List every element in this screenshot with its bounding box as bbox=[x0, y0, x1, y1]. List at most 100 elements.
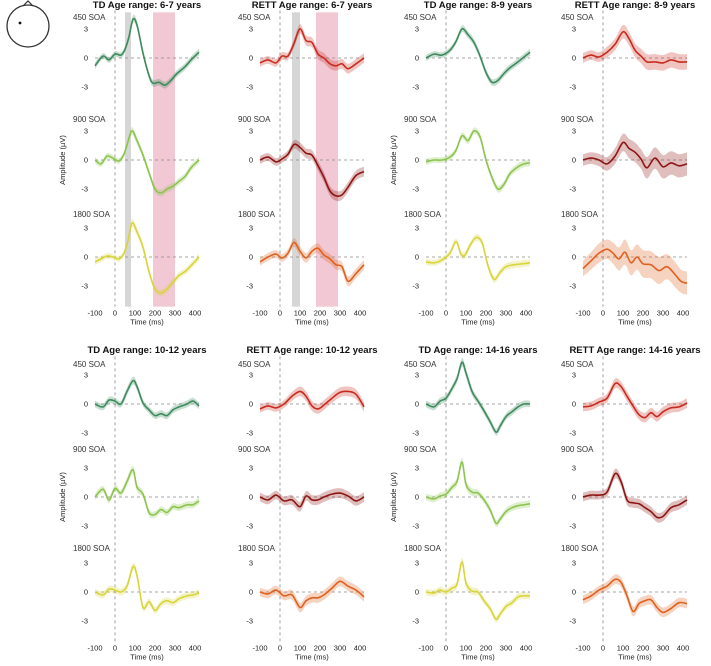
x-axis-label: Time (ms) bbox=[461, 318, 495, 327]
panel-td-0: TD Age range: 6-7 years 450 SOA 3 0 -3 900 SO… bbox=[58, 0, 201, 327]
soa-label: 900 SOA bbox=[238, 445, 271, 454]
series-line-900-soa bbox=[425, 461, 531, 525]
x-tick-label: 100 bbox=[294, 309, 307, 318]
series-confidence-band bbox=[426, 234, 530, 283]
soa-label: 900 SOA bbox=[73, 115, 106, 124]
x-tick-label: 400 bbox=[677, 644, 690, 653]
y-tick-label: -3 bbox=[81, 185, 88, 194]
x-tick-label: -100 bbox=[252, 644, 267, 653]
head-outline bbox=[6, 4, 50, 48]
y-tick-label: 0 bbox=[415, 493, 419, 502]
x-tick-label: 100 bbox=[294, 644, 307, 653]
y-tick-label: -3 bbox=[412, 185, 419, 194]
y-tick-label: 3 bbox=[249, 223, 253, 232]
y-tick-label: -3 bbox=[569, 522, 576, 531]
x-tick-label: 200 bbox=[314, 644, 327, 653]
panel-td-2: TD Age range: 8-9 years 450 SOA 3 0 -3 900 SO… bbox=[389, 0, 532, 327]
y-tick-label: 3 bbox=[249, 24, 253, 33]
x-tick-label: 100 bbox=[460, 644, 473, 653]
x-tick-label: 200 bbox=[637, 309, 650, 318]
y-tick-label: -3 bbox=[569, 282, 576, 291]
series-line-900-soa bbox=[582, 472, 688, 519]
y-tick-label: 0 bbox=[572, 588, 576, 597]
series-line-900-soa bbox=[259, 143, 365, 198]
x-tick-label: 300 bbox=[657, 644, 670, 653]
y-tick-label: 0 bbox=[415, 400, 419, 409]
x-tick-label: -100 bbox=[575, 309, 590, 318]
series-line-450-soa bbox=[425, 27, 531, 84]
x-tick-label: -100 bbox=[252, 309, 267, 318]
y-tick-label: 3 bbox=[415, 463, 419, 472]
series-confidence-band bbox=[583, 239, 687, 295]
panel-title: TD Age range: 6-7 years bbox=[93, 0, 201, 11]
band-pink bbox=[153, 12, 175, 307]
y-tick-label: 3 bbox=[249, 463, 253, 472]
series-confidence-band bbox=[95, 465, 199, 519]
x-tick-label: 400 bbox=[677, 309, 690, 318]
x-tick-label: 100 bbox=[617, 644, 630, 653]
series-line-1800-soa bbox=[94, 565, 200, 612]
y-tick-label: 3 bbox=[84, 558, 88, 567]
y-tick-label: 0 bbox=[572, 400, 576, 409]
band-pink bbox=[316, 12, 338, 307]
x-tick-label: 200 bbox=[480, 309, 493, 318]
series-confidence-band bbox=[426, 127, 530, 193]
y-tick-label: 0 bbox=[572, 54, 576, 63]
y-tick-label: -3 bbox=[412, 522, 419, 531]
series-line-900-soa bbox=[582, 141, 688, 169]
y-tick-label: 0 bbox=[415, 588, 419, 597]
x-tick-label: 400 bbox=[189, 309, 202, 318]
x-tick-label: 200 bbox=[637, 644, 650, 653]
y-tick-label: 3 bbox=[572, 24, 576, 33]
y-tick-label: 0 bbox=[249, 400, 253, 409]
series-line-900-soa bbox=[425, 129, 531, 191]
series-confidence-band bbox=[95, 14, 199, 89]
panel-title: TD Age range: 10-12 years bbox=[88, 345, 207, 356]
series-line-450-soa bbox=[259, 390, 365, 410]
soa-label: 450 SOA bbox=[73, 360, 106, 369]
soa-label: 1800 SOA bbox=[73, 544, 111, 553]
x-tick-label: 300 bbox=[500, 644, 513, 653]
panel-rett-1: RETT Age range: 6-7 years 450 SOA 3 0 -3 900 … bbox=[238, 0, 372, 327]
electrode-dot bbox=[18, 21, 22, 25]
x-tick-label: 200 bbox=[149, 644, 162, 653]
series-line-450-soa bbox=[425, 361, 531, 433]
x-tick-label: 300 bbox=[169, 309, 182, 318]
y-tick-label: -3 bbox=[569, 617, 576, 626]
y-tick-label: 0 bbox=[249, 156, 253, 165]
soa-label: 450 SOA bbox=[561, 360, 594, 369]
panel-title: RETT Age range: 6-7 years bbox=[252, 0, 373, 11]
y-tick-label: -3 bbox=[81, 83, 88, 92]
series-confidence-band bbox=[95, 126, 199, 197]
soa-label: 900 SOA bbox=[238, 115, 271, 124]
head-nose bbox=[22, 0, 34, 7]
y-tick-label: -3 bbox=[246, 429, 253, 438]
y-tick-label: 3 bbox=[84, 126, 88, 135]
y-tick-label: 3 bbox=[84, 463, 88, 472]
series-line-450-soa bbox=[582, 30, 688, 64]
y-tick-label: -3 bbox=[412, 83, 419, 92]
x-tick-label: 400 bbox=[520, 644, 533, 653]
y-tick-label: 0 bbox=[249, 588, 253, 597]
y-tick-label: 3 bbox=[572, 463, 576, 472]
series-confidence-band bbox=[583, 468, 687, 523]
x-tick-label: 200 bbox=[149, 309, 162, 318]
x-axis-label: Time (ms) bbox=[618, 318, 652, 327]
soa-label: 1800 SOA bbox=[238, 544, 276, 553]
y-tick-label: 0 bbox=[84, 588, 88, 597]
soa-label: 450 SOA bbox=[561, 13, 594, 22]
series-confidence-band bbox=[260, 576, 364, 613]
series-line-1800-soa bbox=[425, 236, 531, 281]
y-tick-label: -3 bbox=[246, 282, 253, 291]
soa-label: 900 SOA bbox=[404, 445, 437, 454]
y-tick-label: -3 bbox=[412, 617, 419, 626]
soa-label: 900 SOA bbox=[561, 445, 594, 454]
soa-label: 450 SOA bbox=[404, 360, 437, 369]
x-tick-label: 100 bbox=[460, 309, 473, 318]
series-confidence-band bbox=[95, 562, 199, 614]
series-line-450-soa bbox=[259, 28, 365, 70]
panel-title: RETT Age range: 8-9 years bbox=[575, 0, 696, 11]
x-tick-label: -100 bbox=[575, 644, 590, 653]
y-tick-label: -3 bbox=[246, 83, 253, 92]
